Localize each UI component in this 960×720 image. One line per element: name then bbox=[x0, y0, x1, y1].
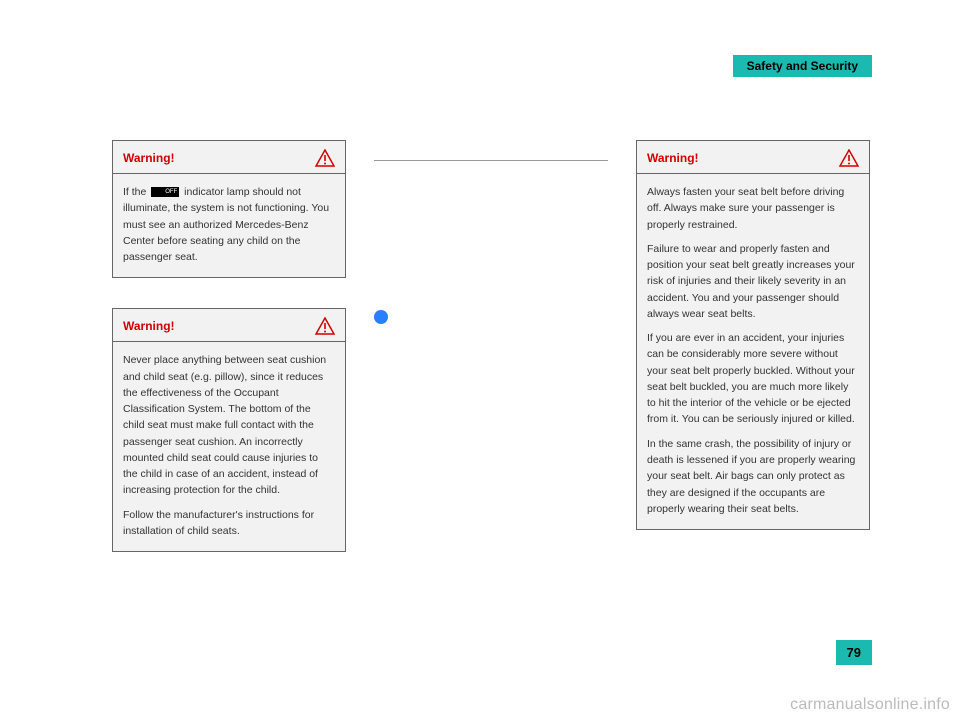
info-bullet-row: For information on infant and child seat… bbox=[374, 309, 608, 358]
warning-header: Warning! bbox=[637, 141, 869, 174]
watermark: carmanualsonline.info bbox=[790, 696, 950, 714]
warning-text: In the same crash, the possibility of in… bbox=[647, 436, 859, 517]
warning-title: Warning! bbox=[123, 319, 175, 333]
warning-box-indicator-lamp: Warning! If the OFF indicator lamp shoul… bbox=[112, 140, 346, 278]
pass-airbag-off-icon: OFF bbox=[151, 187, 179, 197]
warning-title: Warning! bbox=[647, 151, 699, 165]
text-fragment: indicator lamp should not illuminate, th… bbox=[123, 186, 329, 263]
body-text-block: The use of seat belts and infant and chi… bbox=[374, 175, 608, 358]
column-3: Warning! Always fasten your seat belt be… bbox=[636, 140, 870, 630]
warning-text: Follow the manufacturer's instructions f… bbox=[123, 507, 335, 540]
content-columns: Warning! If the OFF indicator lamp shoul… bbox=[112, 140, 870, 630]
warning-box-seat-belts: Warning! Always fasten your seat belt be… bbox=[636, 140, 870, 530]
bullet-text: For information on infant and child seat… bbox=[396, 309, 608, 358]
warning-triangle-icon bbox=[315, 317, 335, 335]
warning-box-child-seat: Warning! Never place anything between se… bbox=[112, 308, 346, 552]
column-1: Warning! If the OFF indicator lamp shoul… bbox=[112, 140, 346, 630]
paragraph: The use of seat belts and infant and chi… bbox=[374, 175, 608, 240]
warning-text: If you are ever in an accident, your inj… bbox=[647, 330, 859, 428]
warning-triangle-icon bbox=[315, 149, 335, 167]
section-heading-seat-belts: Seat belts bbox=[374, 144, 608, 161]
warning-body: Never place anything between seat cushio… bbox=[113, 342, 345, 551]
warning-text: Always fasten your seat belt before driv… bbox=[647, 184, 859, 233]
column-2: Seat belts The use of seat belts and inf… bbox=[374, 140, 608, 630]
warning-body: If the OFF indicator lamp should not ill… bbox=[113, 174, 345, 277]
warning-header: Warning! bbox=[113, 141, 345, 174]
paragraph: Even where this is not the case, all veh… bbox=[374, 250, 608, 299]
warning-text: Failure to wear and properly fasten and … bbox=[647, 241, 859, 322]
warning-text: Never place anything between seat cushio… bbox=[123, 352, 335, 498]
manual-page: Safety and Security Warning! bbox=[0, 0, 960, 720]
warning-triangle-icon bbox=[839, 149, 859, 167]
info-bullet-icon bbox=[374, 310, 388, 324]
page-number: 79 bbox=[836, 640, 872, 665]
warning-header: Warning! bbox=[113, 309, 345, 342]
section-header-bar: Safety and Security bbox=[733, 55, 872, 77]
warning-text: If the OFF indicator lamp should not ill… bbox=[123, 184, 335, 265]
warning-body: Always fasten your seat belt before driv… bbox=[637, 174, 869, 529]
warning-title: Warning! bbox=[123, 151, 175, 165]
text-fragment: If the bbox=[123, 186, 149, 198]
section-header-title: Safety and Security bbox=[747, 59, 858, 73]
